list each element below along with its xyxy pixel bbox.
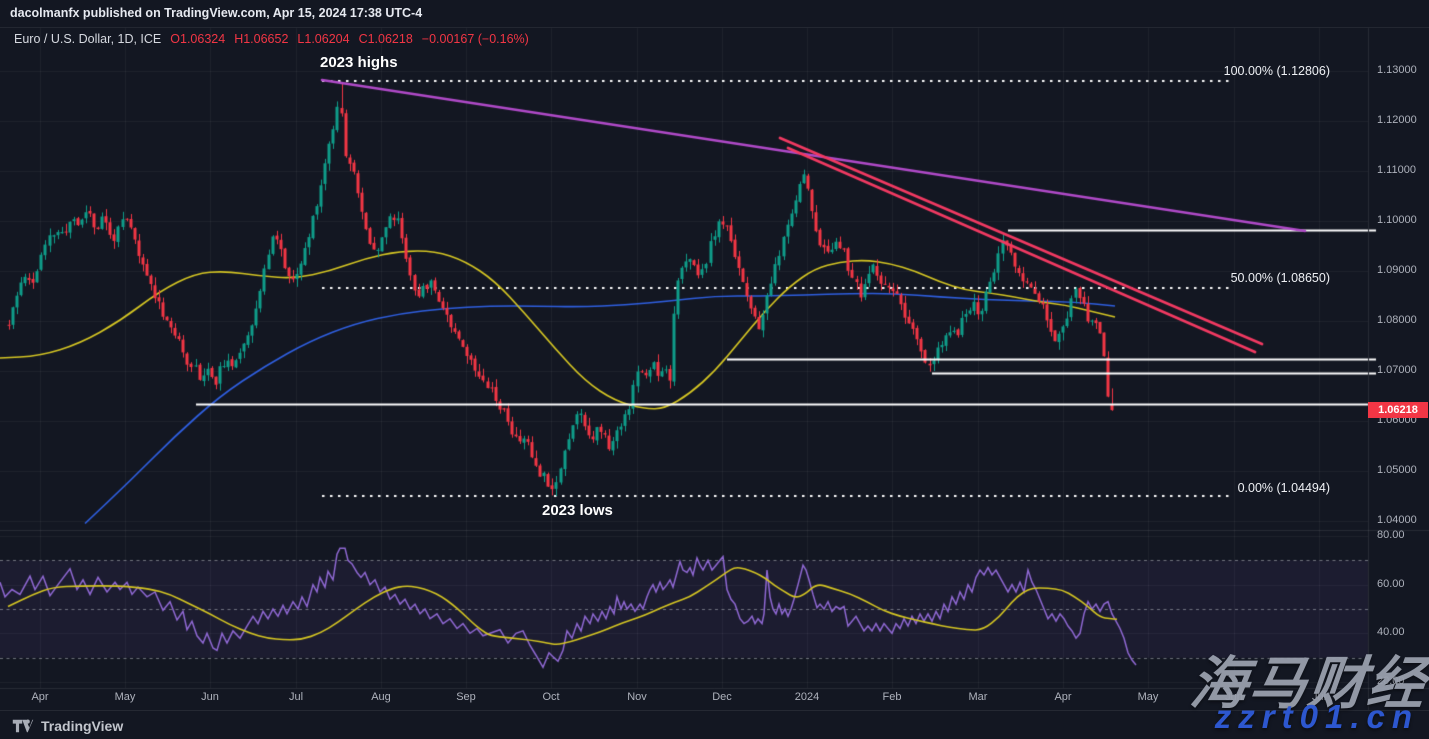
rsi-axis-label: 80.00: [1377, 529, 1405, 541]
time-axis-label: Jul: [1311, 691, 1327, 703]
published-byline: dacolmanfx published on TradingView.com,…: [10, 6, 423, 20]
ohlc-close: C1.06218: [358, 32, 413, 46]
time-axis-label: 2024: [794, 691, 820, 703]
time-axis-label: Sep: [456, 691, 476, 703]
time-axis-label: Nov: [627, 691, 647, 703]
bottom-toolbar: TradingView: [0, 710, 1429, 739]
price-axis-label: 1.08000: [1377, 314, 1417, 326]
price-axis-label: 1.04000: [1377, 514, 1417, 526]
fib-label-0: 0.00% (1.04494): [1237, 481, 1330, 495]
price-axis-label: 1.12000: [1377, 114, 1417, 126]
price-axis-label: 1.11000: [1377, 164, 1416, 176]
time-axis-label: Jun: [1225, 691, 1243, 703]
change-value: −0.00167 (−0.16%): [421, 32, 529, 46]
header-divider: [0, 27, 1429, 28]
rsi-axis-label: 40.00: [1377, 626, 1405, 638]
last-price-label: 1.06218: [1368, 402, 1428, 418]
time-axis-label: Apr: [31, 691, 49, 703]
time-axis-label: Oct: [542, 691, 560, 703]
fib-label-100: 100.00% (1.12806): [1223, 64, 1330, 78]
price-axis-label: 1.13000: [1377, 64, 1417, 76]
price-axis-label: 1.07000: [1377, 364, 1417, 376]
price-axis-label: 1.09000: [1377, 264, 1417, 276]
price-axis-label: 1.05000: [1377, 464, 1417, 476]
time-axis-label: Apr: [1054, 691, 1072, 703]
time-axis-label: Jul: [288, 691, 304, 703]
fib-label-50: 50.00% (1.08650): [1230, 271, 1330, 285]
symbol-title: Euro / U.S. Dollar, 1D, ICE: [14, 32, 162, 46]
rsi-axis-label: 60.00: [1377, 578, 1405, 590]
tradingview-logo-icon: [12, 719, 34, 732]
ohlc-low: L1.06204: [297, 32, 350, 46]
time-axis-label: May: [1137, 691, 1159, 703]
symbol-legend[interactable]: Euro / U.S. Dollar, 1D, ICE O1.06324 H1.…: [14, 32, 529, 46]
watermark-url: zzrt01.cn: [1214, 698, 1419, 735]
time-axis-label: Mar: [968, 691, 988, 703]
rsi-axis-label: 20.00: [1377, 675, 1405, 687]
time-axis-label: Dec: [712, 691, 732, 703]
time-axis-label: Aug: [371, 691, 391, 703]
tradingview-logo[interactable]: TradingView: [12, 717, 123, 735]
ohlc-high: H1.06652: [234, 32, 289, 46]
time-axis-label: Feb: [882, 691, 902, 703]
ohlc-open: O1.06324: [170, 32, 226, 46]
time-axis-label: Jun: [201, 691, 219, 703]
time-axis-label: May: [114, 691, 136, 703]
annotation-2023-lows: 2023 lows: [542, 502, 613, 519]
tradingview-brand-text: TradingView: [41, 717, 124, 734]
annotation-2023-highs: 2023 highs: [320, 54, 398, 71]
price-axis-label: 1.10000: [1377, 214, 1417, 226]
